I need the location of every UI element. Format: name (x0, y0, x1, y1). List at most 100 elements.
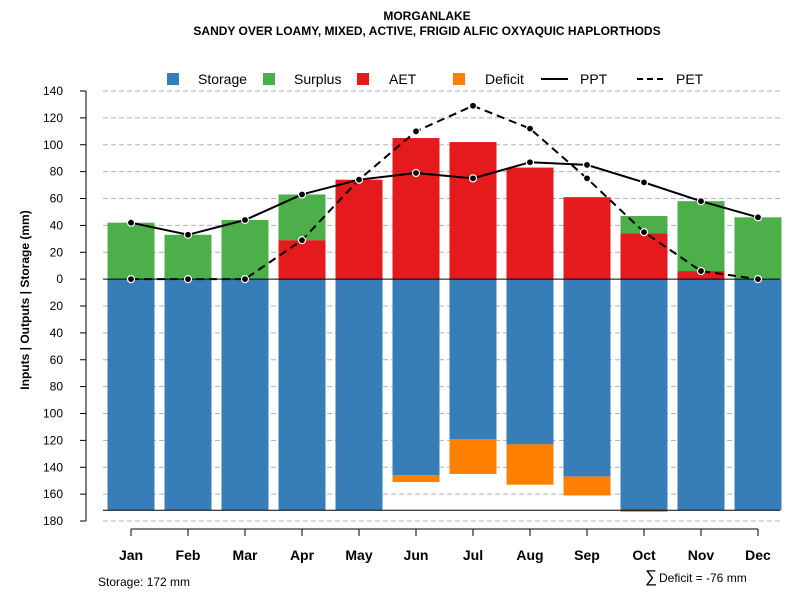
x-tick-label: Feb (176, 547, 201, 563)
y-tick-label: 140 (43, 460, 63, 474)
x-tick-label: Jul (463, 547, 483, 563)
ppt-point (411, 168, 421, 178)
ppt-point (639, 178, 649, 187)
y-tick-label: 100 (43, 407, 63, 421)
y-axis-label: Inputs | Outputs | Storage (mm) (18, 210, 32, 389)
ppt-point (525, 158, 535, 167)
y-tick-label: 80 (50, 380, 64, 394)
ppt-point (468, 174, 478, 183)
aet-bar (278, 240, 326, 280)
storage-bar (392, 279, 440, 476)
storage-bar (221, 279, 269, 511)
y-tick-label: 160 (43, 487, 63, 501)
pet-point (411, 127, 421, 136)
pet-point (639, 227, 649, 237)
pet-point (468, 101, 478, 110)
aet-bar (335, 179, 383, 280)
deficit-bar (506, 444, 554, 485)
legend-label-surplus: Surplus (294, 71, 341, 87)
y-tick-label: 40 (50, 326, 64, 340)
deficit-bar (620, 510, 668, 512)
pet-point (183, 275, 193, 284)
bars (107, 138, 782, 512)
legend-swatch-deficit (453, 73, 465, 85)
x-tick-label: Aug (516, 547, 543, 563)
y-tick-label: 20 (50, 245, 64, 259)
legend-label-storage: Storage (198, 71, 247, 87)
x-tick-label: Jun (404, 547, 429, 563)
storage-bar (335, 279, 383, 511)
y-tick-label: 80 (50, 165, 64, 179)
storage-bar (449, 279, 497, 440)
aet-bar (506, 167, 554, 280)
y-tick-label: 60 (50, 192, 64, 206)
pet-point (753, 275, 763, 284)
deficit-note: Deficit = -76 mm (659, 571, 747, 585)
x-tick-label: May (345, 547, 372, 563)
storage-bar (620, 279, 668, 511)
y-tick-label: 100 (43, 138, 63, 152)
pet-point (696, 266, 706, 276)
aet-bar (563, 197, 611, 280)
storage-bar (506, 279, 554, 445)
chart-title: MORGANLAKE (383, 9, 470, 23)
axes: 140 120 100 80 60 40 20 0 20 40 60 80 100 120 140 160 18… (43, 84, 771, 563)
x-tick-label: Sep (574, 547, 600, 563)
legend-swatch-storage (167, 73, 179, 85)
storage-bar (734, 279, 782, 511)
ppt-point (753, 213, 763, 222)
deficit-bar (392, 475, 440, 483)
ppt-point (126, 218, 136, 227)
deficit-bar (449, 439, 497, 474)
pet-point (525, 124, 535, 133)
legend-label-aet: AET (389, 71, 417, 87)
x-tick-label: Oct (632, 547, 656, 563)
x-tick-label: Nov (688, 547, 715, 563)
legend-label-ppt: PPT (580, 71, 608, 87)
legend-label-pet: PET (676, 71, 704, 87)
y-tick-label: 140 (43, 84, 63, 98)
aet-bar (620, 233, 668, 280)
sum-symbol: ∑ (645, 567, 657, 586)
surplus-bar (164, 234, 212, 280)
ppt-point (297, 190, 307, 199)
surplus-bar (107, 222, 155, 280)
pet-point (582, 174, 592, 183)
y-tick-label: 120 (43, 433, 63, 447)
storage-bar (677, 279, 725, 511)
storage-note: Storage: 172 mm (98, 575, 190, 589)
storage-bar (563, 279, 611, 477)
ppt-point (240, 215, 250, 225)
x-tick-label: Mar (233, 547, 258, 563)
x-tick-label: Jan (119, 547, 143, 563)
legend-label-deficit: Deficit (485, 71, 524, 87)
legend-swatch-aet (357, 73, 369, 85)
chart-subtitle: SANDY OVER LOAMY, MIXED, ACTIVE, FRIGID … (193, 24, 660, 38)
x-tick-label: Apr (290, 547, 315, 563)
y-tick-label: 180 (43, 514, 63, 528)
ppt-point (354, 175, 364, 184)
y-tick-label: 60 (50, 353, 64, 367)
y-tick-label: 120 (43, 111, 63, 125)
pet-point (297, 236, 307, 245)
y-tick-label: 40 (50, 218, 64, 232)
surplus-bar (734, 217, 782, 280)
deficit-bar (563, 476, 611, 496)
y-tick-label: 20 (50, 299, 64, 313)
series-lines (103, 101, 780, 511)
ppt-point (183, 230, 193, 239)
surplus-bar (221, 220, 269, 280)
storage-bar (278, 279, 326, 511)
ppt-point (696, 197, 706, 206)
ppt-point (582, 160, 592, 170)
legend: Storage Surplus AET Deficit PPT PET (167, 71, 704, 87)
aet-bar (449, 142, 497, 280)
storage-bar (164, 279, 212, 511)
x-tick-label: Dec (745, 547, 771, 563)
storage-bar (107, 279, 155, 511)
pet-line (131, 104, 759, 281)
legend-swatch-surplus (263, 73, 275, 85)
y-tick-label: 0 (56, 272, 63, 286)
pet-point (126, 275, 136, 284)
